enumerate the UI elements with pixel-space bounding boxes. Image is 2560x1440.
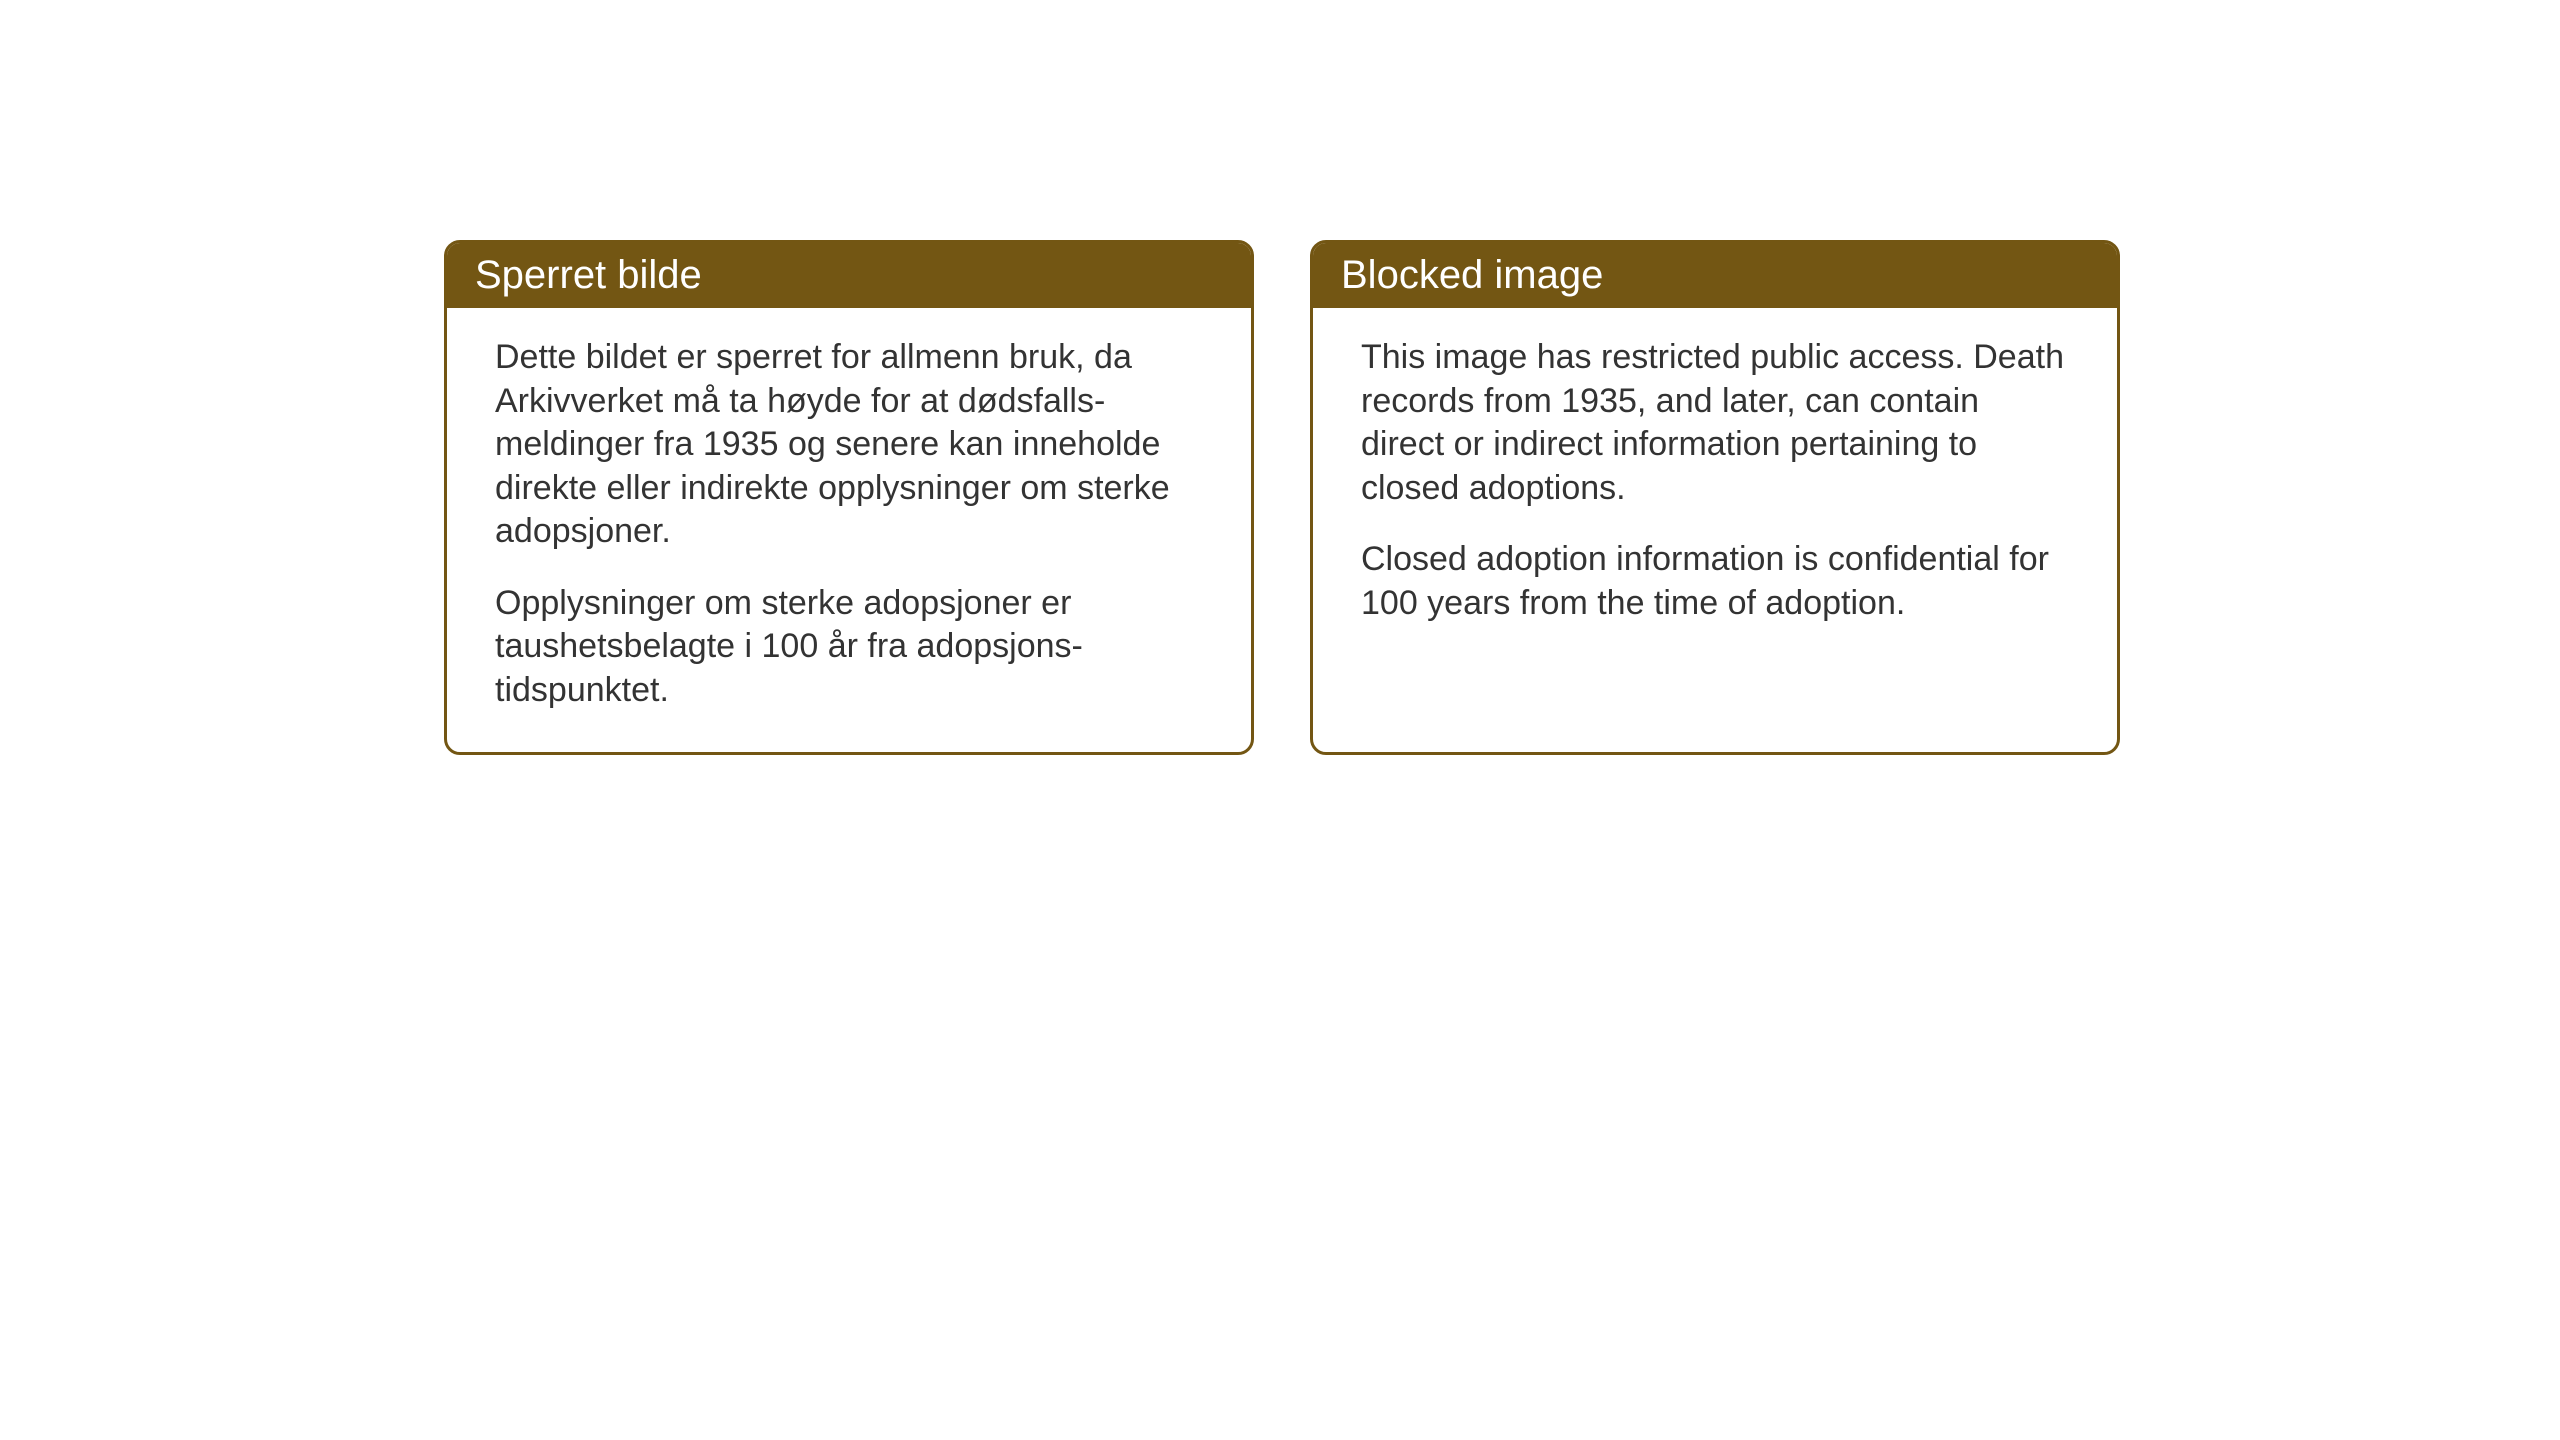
card-norwegian-paragraph-1: Dette bildet er sperret for allmenn bruk… [495,336,1203,554]
card-norwegian: Sperret bilde Dette bildet er sperret fo… [444,240,1254,755]
card-norwegian-title: Sperret bilde [475,253,702,297]
cards-container: Sperret bilde Dette bildet er sperret fo… [444,240,2120,755]
card-english-header: Blocked image [1313,243,2117,308]
card-norwegian-paragraph-2: Opplysninger om sterke adopsjoner er tau… [495,582,1203,713]
card-english-body: This image has restricted public access.… [1313,308,2117,725]
card-english: Blocked image This image has restricted … [1310,240,2120,755]
card-english-title: Blocked image [1341,253,1603,297]
card-norwegian-body: Dette bildet er sperret for allmenn bruk… [447,308,1251,752]
card-english-paragraph-2: Closed adoption information is confident… [1361,538,2069,625]
card-english-paragraph-1: This image has restricted public access.… [1361,336,2069,510]
card-norwegian-header: Sperret bilde [447,243,1251,308]
